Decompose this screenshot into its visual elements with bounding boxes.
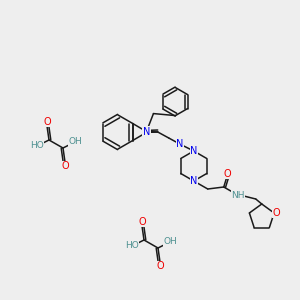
Text: OH: OH xyxy=(163,238,177,247)
Text: N: N xyxy=(190,176,197,186)
Text: N: N xyxy=(143,128,150,137)
Text: HO: HO xyxy=(125,242,139,250)
Text: NH: NH xyxy=(231,190,244,200)
Text: O: O xyxy=(156,261,164,271)
Text: O: O xyxy=(61,161,69,171)
Text: N: N xyxy=(176,139,183,149)
Text: N: N xyxy=(190,146,197,156)
Text: O: O xyxy=(138,217,146,227)
Text: O: O xyxy=(224,169,232,179)
Text: N: N xyxy=(143,127,150,136)
Text: HO: HO xyxy=(30,142,44,151)
Text: OH: OH xyxy=(68,137,82,146)
Text: O: O xyxy=(272,208,280,218)
Text: O: O xyxy=(43,117,51,127)
